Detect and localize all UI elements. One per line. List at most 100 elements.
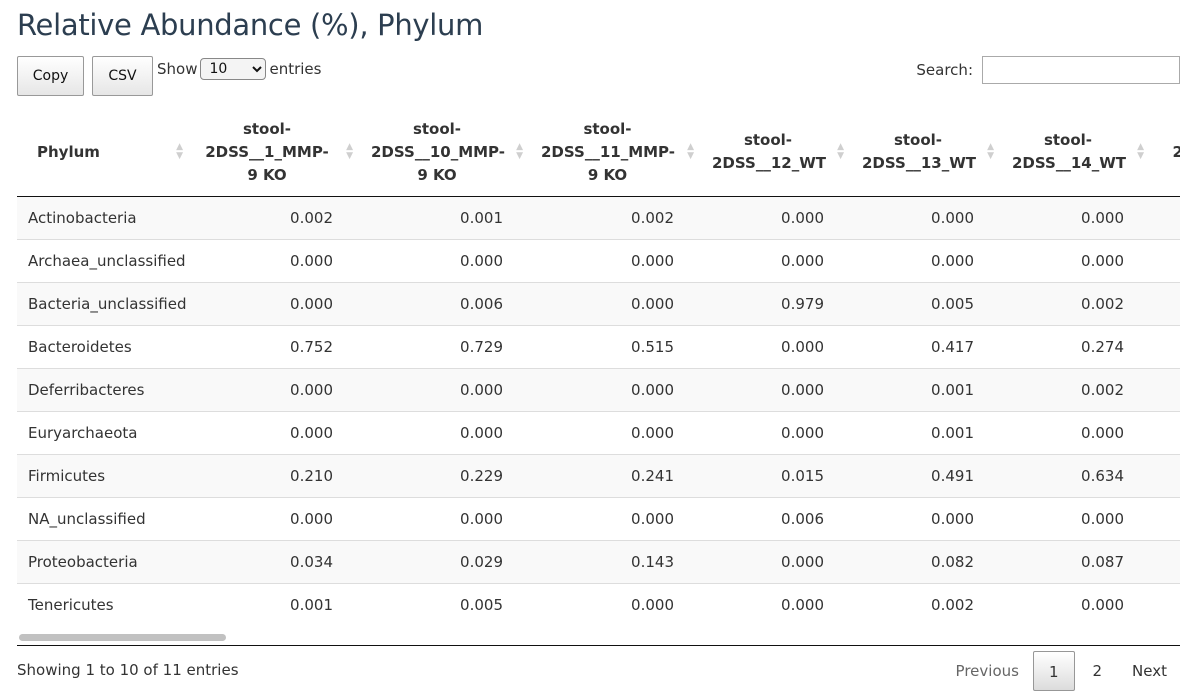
value-cell: 0.000 bbox=[361, 368, 531, 412]
value-cell: 0.000 bbox=[531, 368, 702, 412]
page-length-control: Show 10 entries bbox=[157, 58, 321, 80]
sort-icon: ▲ ▼ bbox=[346, 142, 353, 161]
value-cell: 0.000 bbox=[531, 497, 702, 541]
value-cell: 0.000 bbox=[1002, 196, 1152, 240]
value-cell: 0.491 bbox=[852, 454, 1002, 498]
next-page-button[interactable]: Next bbox=[1132, 662, 1167, 680]
column-header-sample-12[interactable]: stool-2DSS__12_WT ▲ ▼ bbox=[702, 108, 852, 197]
table-row: Euryarchaeota 0.000 0.000 0.000 0.000 0.001 0.… bbox=[17, 411, 1180, 455]
phylum-cell: Firmicutes bbox=[17, 454, 191, 498]
column-header-label: stool-2DSS__14_WT bbox=[1012, 131, 1126, 172]
entries-label: entries bbox=[269, 60, 322, 78]
column-header-sample-14[interactable]: stool-2DSS__14_WT ▲ ▼ bbox=[1002, 108, 1152, 197]
value-cell: 0.417 bbox=[852, 325, 1002, 369]
table-row: Bacteria_unclassified 0.000 0.006 0.000 0.97… bbox=[17, 282, 1180, 326]
value-cell: 0.000 bbox=[1002, 239, 1152, 283]
value-cell: 0.000 bbox=[531, 583, 702, 626]
value-cell: 0.000 bbox=[1002, 497, 1152, 541]
value-cell: 0.034 bbox=[191, 540, 361, 584]
sort-icon: ▲ ▼ bbox=[837, 142, 844, 161]
table-row: Bacteroidetes 0.752 0.729 0.515 0.000 0.417 0.… bbox=[17, 325, 1180, 369]
partial-column-cell bbox=[1152, 540, 1180, 584]
partial-column-cell bbox=[1152, 583, 1180, 626]
column-header-label: 2I bbox=[1172, 142, 1180, 161]
sort-icon: ▲ ▼ bbox=[516, 142, 523, 161]
phylum-cell: Deferribacteres bbox=[17, 368, 191, 412]
copy-button[interactable]: Copy bbox=[17, 56, 84, 96]
value-cell: 0.001 bbox=[191, 583, 361, 626]
value-cell: 0.000 bbox=[852, 239, 1002, 283]
value-cell: 0.002 bbox=[531, 196, 702, 240]
partial-column-cell bbox=[1152, 196, 1180, 240]
value-cell: 0.015 bbox=[702, 454, 852, 498]
partial-column-cell bbox=[1152, 325, 1180, 369]
partial-column-cell bbox=[1152, 368, 1180, 412]
partial-column-cell bbox=[1152, 497, 1180, 541]
value-cell: 0.000 bbox=[702, 583, 852, 626]
value-cell: 0.229 bbox=[361, 454, 531, 498]
sort-icon: ▲ ▼ bbox=[987, 142, 994, 161]
table-row: Tenericutes 0.001 0.005 0.000 0.000 0.002 0.00… bbox=[17, 583, 1180, 626]
value-cell: 0.000 bbox=[702, 196, 852, 240]
value-cell: 0.000 bbox=[1002, 583, 1152, 626]
page-button-2[interactable]: 2 bbox=[1092, 662, 1103, 680]
value-cell: 0.002 bbox=[191, 196, 361, 240]
sort-icon: ▲ ▼ bbox=[176, 142, 183, 161]
value-cell: 0.000 bbox=[702, 411, 852, 455]
value-cell: 0.000 bbox=[191, 497, 361, 541]
search-input[interactable] bbox=[982, 56, 1180, 84]
table-body: Actinobacteria 0.002 0.001 0.002 0.000 0.000 0… bbox=[17, 196, 1180, 626]
table-row: NA_unclassified 0.000 0.000 0.000 0.006 0.000… bbox=[17, 497, 1180, 541]
column-header-sample-partial[interactable]: 2I bbox=[1152, 108, 1180, 197]
column-header-sample-13[interactable]: stool-2DSS__13_WT ▲ ▼ bbox=[852, 108, 1002, 197]
column-header-sample-11[interactable]: stool-2DSS__11_MMP-9 KO ▲ ▼ bbox=[531, 108, 702, 197]
table-info: Showing 1 to 10 of 11 entries bbox=[17, 661, 239, 679]
column-header-label: stool-2DSS__13_WT bbox=[862, 131, 976, 172]
value-cell: 0.000 bbox=[702, 325, 852, 369]
table-bottom-border bbox=[17, 645, 1180, 646]
phylum-cell: NA_unclassified bbox=[17, 497, 191, 541]
phylum-cell: Bacteroidetes bbox=[17, 325, 191, 369]
column-header-label: stool-2DSS__1_MMP-9 KO bbox=[205, 119, 329, 184]
csv-button[interactable]: CSV bbox=[92, 56, 153, 96]
horizontal-scrollbar[interactable] bbox=[17, 632, 1180, 642]
partial-column-cell bbox=[1152, 282, 1180, 326]
column-header-label: stool-2DSS__12_WT bbox=[712, 131, 826, 172]
value-cell: 0.000 bbox=[1002, 411, 1152, 455]
value-cell: 0.000 bbox=[361, 411, 531, 455]
scrollbar-thumb[interactable] bbox=[19, 634, 226, 641]
table-controls: Copy CSV Show 10 entries Search: bbox=[17, 56, 1180, 98]
value-cell: 0.274 bbox=[1002, 325, 1152, 369]
page-button-1[interactable]: 1 bbox=[1032, 651, 1075, 691]
abundance-table: Phylum ▲ ▼ stool-2DSS__1_MMP-9 KO ▲ ▼ stoo… bbox=[17, 108, 1180, 626]
phylum-cell: Actinobacteria bbox=[17, 196, 191, 240]
column-header-sample-10[interactable]: stool-2DSS__10_MMP-9 KO ▲ ▼ bbox=[361, 108, 531, 197]
value-cell: 0.000 bbox=[191, 411, 361, 455]
column-header-phylum[interactable]: Phylum ▲ ▼ bbox=[17, 108, 191, 197]
table-header-row: Phylum ▲ ▼ stool-2DSS__1_MMP-9 KO ▲ ▼ stoo… bbox=[17, 108, 1180, 197]
value-cell: 0.002 bbox=[1002, 368, 1152, 412]
value-cell: 0.029 bbox=[361, 540, 531, 584]
value-cell: 0.082 bbox=[852, 540, 1002, 584]
sort-icon: ▲ ▼ bbox=[687, 142, 694, 161]
page-length-select[interactable]: 10 bbox=[200, 58, 267, 80]
partial-column-cell bbox=[1152, 411, 1180, 455]
page-title: Relative Abundance (%), Phylum bbox=[17, 8, 484, 42]
column-header-label: Phylum bbox=[37, 142, 100, 161]
search-control: Search: bbox=[916, 56, 1180, 84]
value-cell: 0.241 bbox=[531, 454, 702, 498]
value-cell: 0.000 bbox=[852, 196, 1002, 240]
previous-page-button[interactable]: Previous bbox=[955, 662, 1019, 680]
value-cell: 0.002 bbox=[1002, 282, 1152, 326]
value-cell: 0.210 bbox=[191, 454, 361, 498]
partial-column-cell bbox=[1152, 454, 1180, 498]
table-row: Deferribacteres 0.000 0.000 0.000 0.000 0.001… bbox=[17, 368, 1180, 412]
value-cell: 0.729 bbox=[361, 325, 531, 369]
value-cell: 0.000 bbox=[531, 282, 702, 326]
value-cell: 0.006 bbox=[361, 282, 531, 326]
value-cell: 0.000 bbox=[702, 540, 852, 584]
column-header-sample-1[interactable]: stool-2DSS__1_MMP-9 KO ▲ ▼ bbox=[191, 108, 361, 197]
value-cell: 0.000 bbox=[191, 282, 361, 326]
table-scroll-area[interactable]: Phylum ▲ ▼ stool-2DSS__1_MMP-9 KO ▲ ▼ stoo… bbox=[17, 108, 1180, 645]
